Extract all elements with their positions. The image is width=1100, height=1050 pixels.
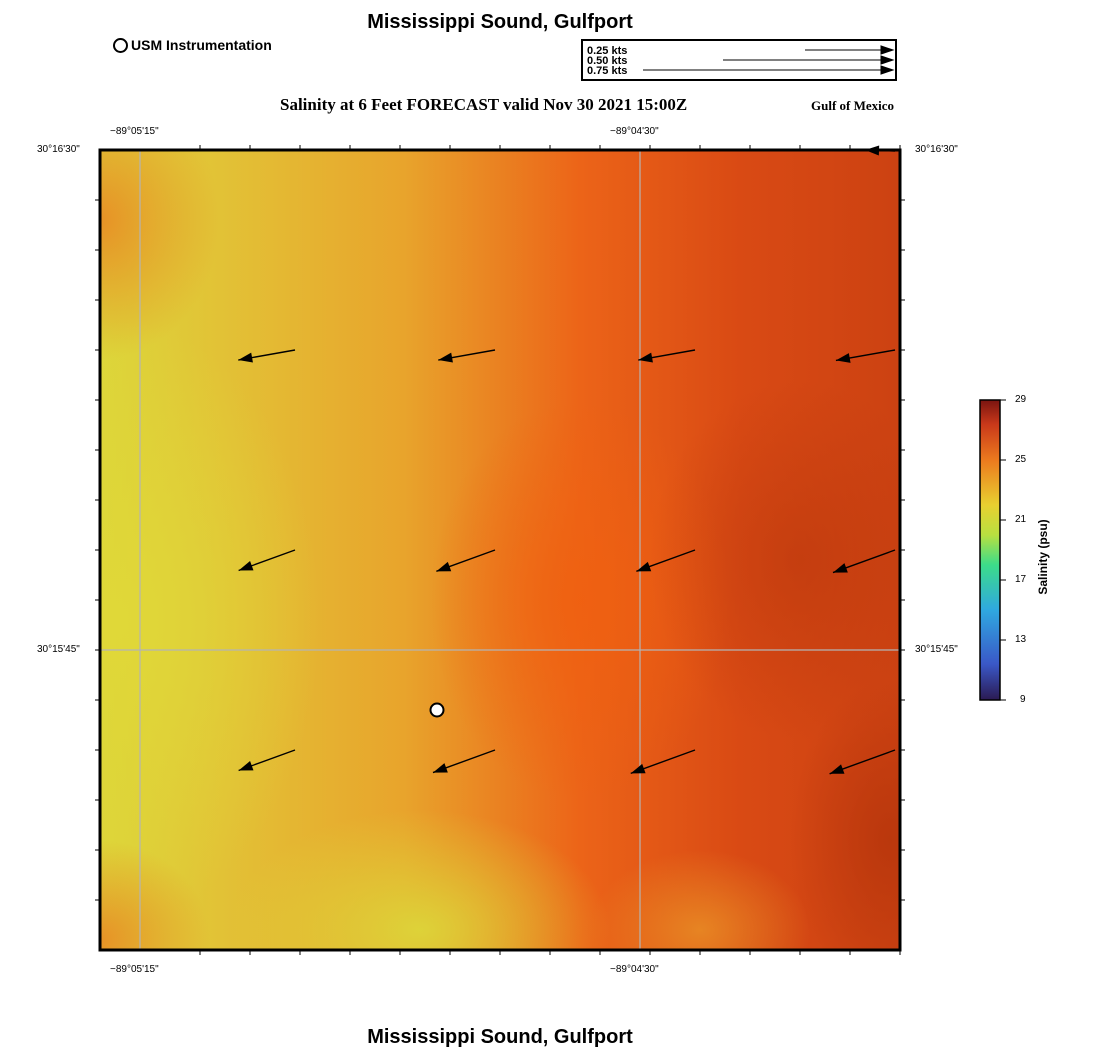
colorbar-tick-29: 29	[1015, 394, 1027, 405]
salinity-field	[100, 150, 900, 950]
colorbar-tick-17: 17	[1015, 574, 1027, 585]
lat-label-right-1: 30°16'30"	[915, 144, 958, 155]
current-vector-arrowhead	[865, 145, 880, 156]
vector-scale-key: 0.25 kts 0.50 kts 0.75 kts	[581, 39, 897, 81]
station-marker-icon	[113, 37, 128, 53]
frame-ticks	[95, 145, 905, 955]
current-vector-arrowhead	[238, 761, 254, 771]
current-vector-arrowhead	[630, 763, 646, 774]
colorbar-tick-25: 25	[1015, 454, 1027, 465]
vector-key-label-025: 0.25 kts	[587, 45, 628, 57]
forecast-subtitle: Salinity at 6 Feet FORECAST valid Nov 30…	[280, 95, 688, 114]
current-vector-arrowhead	[438, 352, 453, 363]
lat-label-right-2: 30°15'45"	[915, 644, 958, 655]
vector-key-label-050: 0.50 kts	[587, 55, 628, 67]
vector-key-label-075: 0.75 kts	[587, 65, 628, 77]
station-legend: USM Instrumentation	[113, 37, 272, 53]
lat-label-left-2: 30°15'45"	[37, 644, 80, 655]
map-footer-title: Mississippi Sound, Gulfport	[367, 1026, 633, 1048]
current-vector-arrowhead	[832, 563, 848, 573]
vector-key-arrows	[643, 45, 895, 75]
region-label: Gulf of Mexico	[811, 98, 895, 113]
current-vector-arrowhead	[829, 764, 845, 774]
current-vector-arrowhead	[238, 352, 253, 363]
current-vector-arrowhead	[436, 561, 452, 572]
station-legend-label: USM Instrumentation	[131, 37, 272, 53]
colorbar-tick-9: 9	[1020, 694, 1026, 705]
current-vector-arrowhead	[835, 353, 851, 363]
colorbar-label: Salinity (psu)	[1036, 519, 1050, 595]
current-vector-arrowhead	[432, 763, 448, 773]
current-vector-arrowhead	[636, 561, 652, 572]
colorbar-ticks	[1000, 399, 1006, 701]
colorbar	[979, 399, 1001, 701]
lon-label-top-2: −89°04'30"	[610, 126, 659, 137]
graticule	[100, 150, 900, 950]
lat-label-left-1: 30°16'30"	[37, 144, 80, 155]
map-title: Mississippi Sound, Gulfport	[367, 11, 633, 33]
lon-label-bottom-2: −89°04'30"	[610, 964, 659, 975]
lon-label-top-1: −89°05'15"	[110, 126, 159, 137]
current-vectors	[238, 145, 896, 775]
colorbar-tick-21: 21	[1015, 514, 1027, 525]
colorbar-tick-13: 13	[1015, 634, 1027, 645]
station-marker[interactable]	[429, 702, 445, 718]
current-vector-arrowhead	[238, 561, 254, 571]
current-vector-arrowhead	[638, 352, 653, 363]
lon-label-bottom-1: −89°05'15"	[110, 964, 159, 975]
